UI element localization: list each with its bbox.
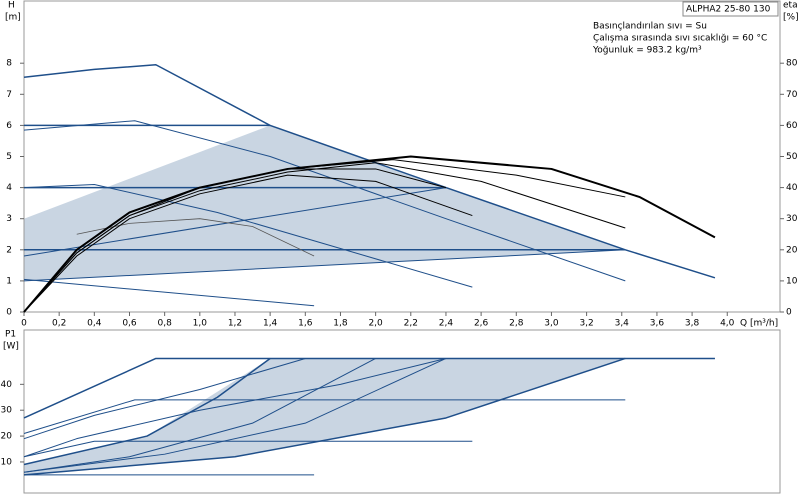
y2-unit: [%] (783, 13, 799, 23)
y2-tick-label: 60 (786, 121, 798, 131)
plot-frame (23, 329, 781, 494)
performance-curve (23, 187, 447, 257)
y-tick-label: 7 (6, 90, 12, 100)
annotation: Basınçlandırılan sıvı = Su (593, 22, 707, 32)
performance-curve (23, 249, 626, 282)
x-tick-label: 3,4 (615, 319, 630, 329)
y-tick-label: 30 (1, 406, 13, 416)
x-tick-label: 2,4 (439, 319, 454, 329)
y-tick-label: 10 (1, 457, 13, 467)
annotation: Yoğunluk = 983.2 kg/m³ (592, 46, 702, 56)
y-tick-label: 6 (6, 121, 12, 131)
y-unit: [m] (5, 13, 21, 23)
title-box (682, 1, 779, 17)
x-tick-label: 4,0 (720, 319, 735, 329)
performance-curve (23, 357, 306, 440)
y2-tick-label: 30 (786, 214, 798, 224)
y2-tick-label: 20 (786, 245, 798, 255)
y2-tick-label: 40 (786, 183, 798, 193)
x-tick-label: 2,8 (509, 319, 524, 329)
y2-label: eta (783, 1, 798, 11)
x-tick-label: 0,4 (87, 319, 102, 329)
performance-curve (23, 120, 626, 282)
x-label: Q (740, 319, 747, 329)
x-tick-label: 3,0 (544, 319, 559, 329)
performance-curve (23, 357, 715, 419)
performance-curve (23, 358, 447, 473)
y-tick-label: 1 (6, 276, 12, 286)
y-tick-label: 8 (6, 59, 12, 69)
performance-curve (23, 357, 447, 458)
chart-title: ALPHA2 25-80 130 (686, 5, 771, 15)
performance-curve (23, 358, 376, 473)
performance-curve (23, 357, 271, 466)
x-tick-label: 2,2 (404, 319, 418, 329)
x-tick-label: 0,8 (157, 319, 172, 329)
x-tick-label: 3,6 (650, 319, 665, 329)
y-tick-label: 3 (6, 214, 12, 224)
performance-curve (23, 399, 626, 434)
y2-tick-label: 50 (786, 152, 798, 162)
y-tick-label: 20 (1, 432, 13, 442)
x-unit: [m³/h] (750, 319, 778, 329)
x-tick-label: 0,2 (52, 319, 66, 329)
x-tick-label: 1,0 (193, 319, 208, 329)
y2-tick-label: 70 (786, 90, 798, 100)
x-tick-label: 3,8 (685, 319, 700, 329)
efficiency-curve (23, 174, 473, 313)
x-tick-label: 3,2 (579, 319, 593, 329)
x-tick-label: 1,4 (263, 319, 278, 329)
y-label: H (8, 1, 15, 11)
y2-tick-label: 80 (786, 59, 798, 69)
y2-tick-label: 10 (786, 276, 798, 286)
annotation: Çalışma sırasında sıvı sıcaklığı = 60 °C (593, 34, 767, 44)
y-tick-label: 0 (6, 308, 12, 318)
performance-curve (23, 357, 626, 476)
x-tick-label: 0 (21, 319, 27, 329)
x-tick-label: 1,8 (333, 319, 348, 329)
operating-area (24, 358, 626, 475)
y-label: P1 (5, 330, 16, 340)
x-tick-label: 2,6 (474, 319, 489, 329)
y-unit: [W] (3, 342, 19, 352)
y-tick-label: 40 (1, 380, 13, 390)
y-tick-label: 2 (6, 245, 12, 255)
performance-curve (23, 278, 315, 307)
y-tick-label: 5 (6, 152, 12, 162)
x-tick-label: 2,0 (368, 319, 383, 329)
y2-tick-label: 0 (786, 308, 792, 318)
x-tick-label: 0,6 (122, 319, 137, 329)
operating-area (24, 125, 626, 281)
x-tick-label: 1,2 (228, 319, 242, 329)
efficiency-curve (23, 168, 447, 313)
performance-curve (76, 218, 315, 257)
x-tick-label: 1,6 (298, 319, 313, 329)
performance-curve (23, 440, 473, 458)
y-tick-label: 4 (6, 183, 12, 193)
